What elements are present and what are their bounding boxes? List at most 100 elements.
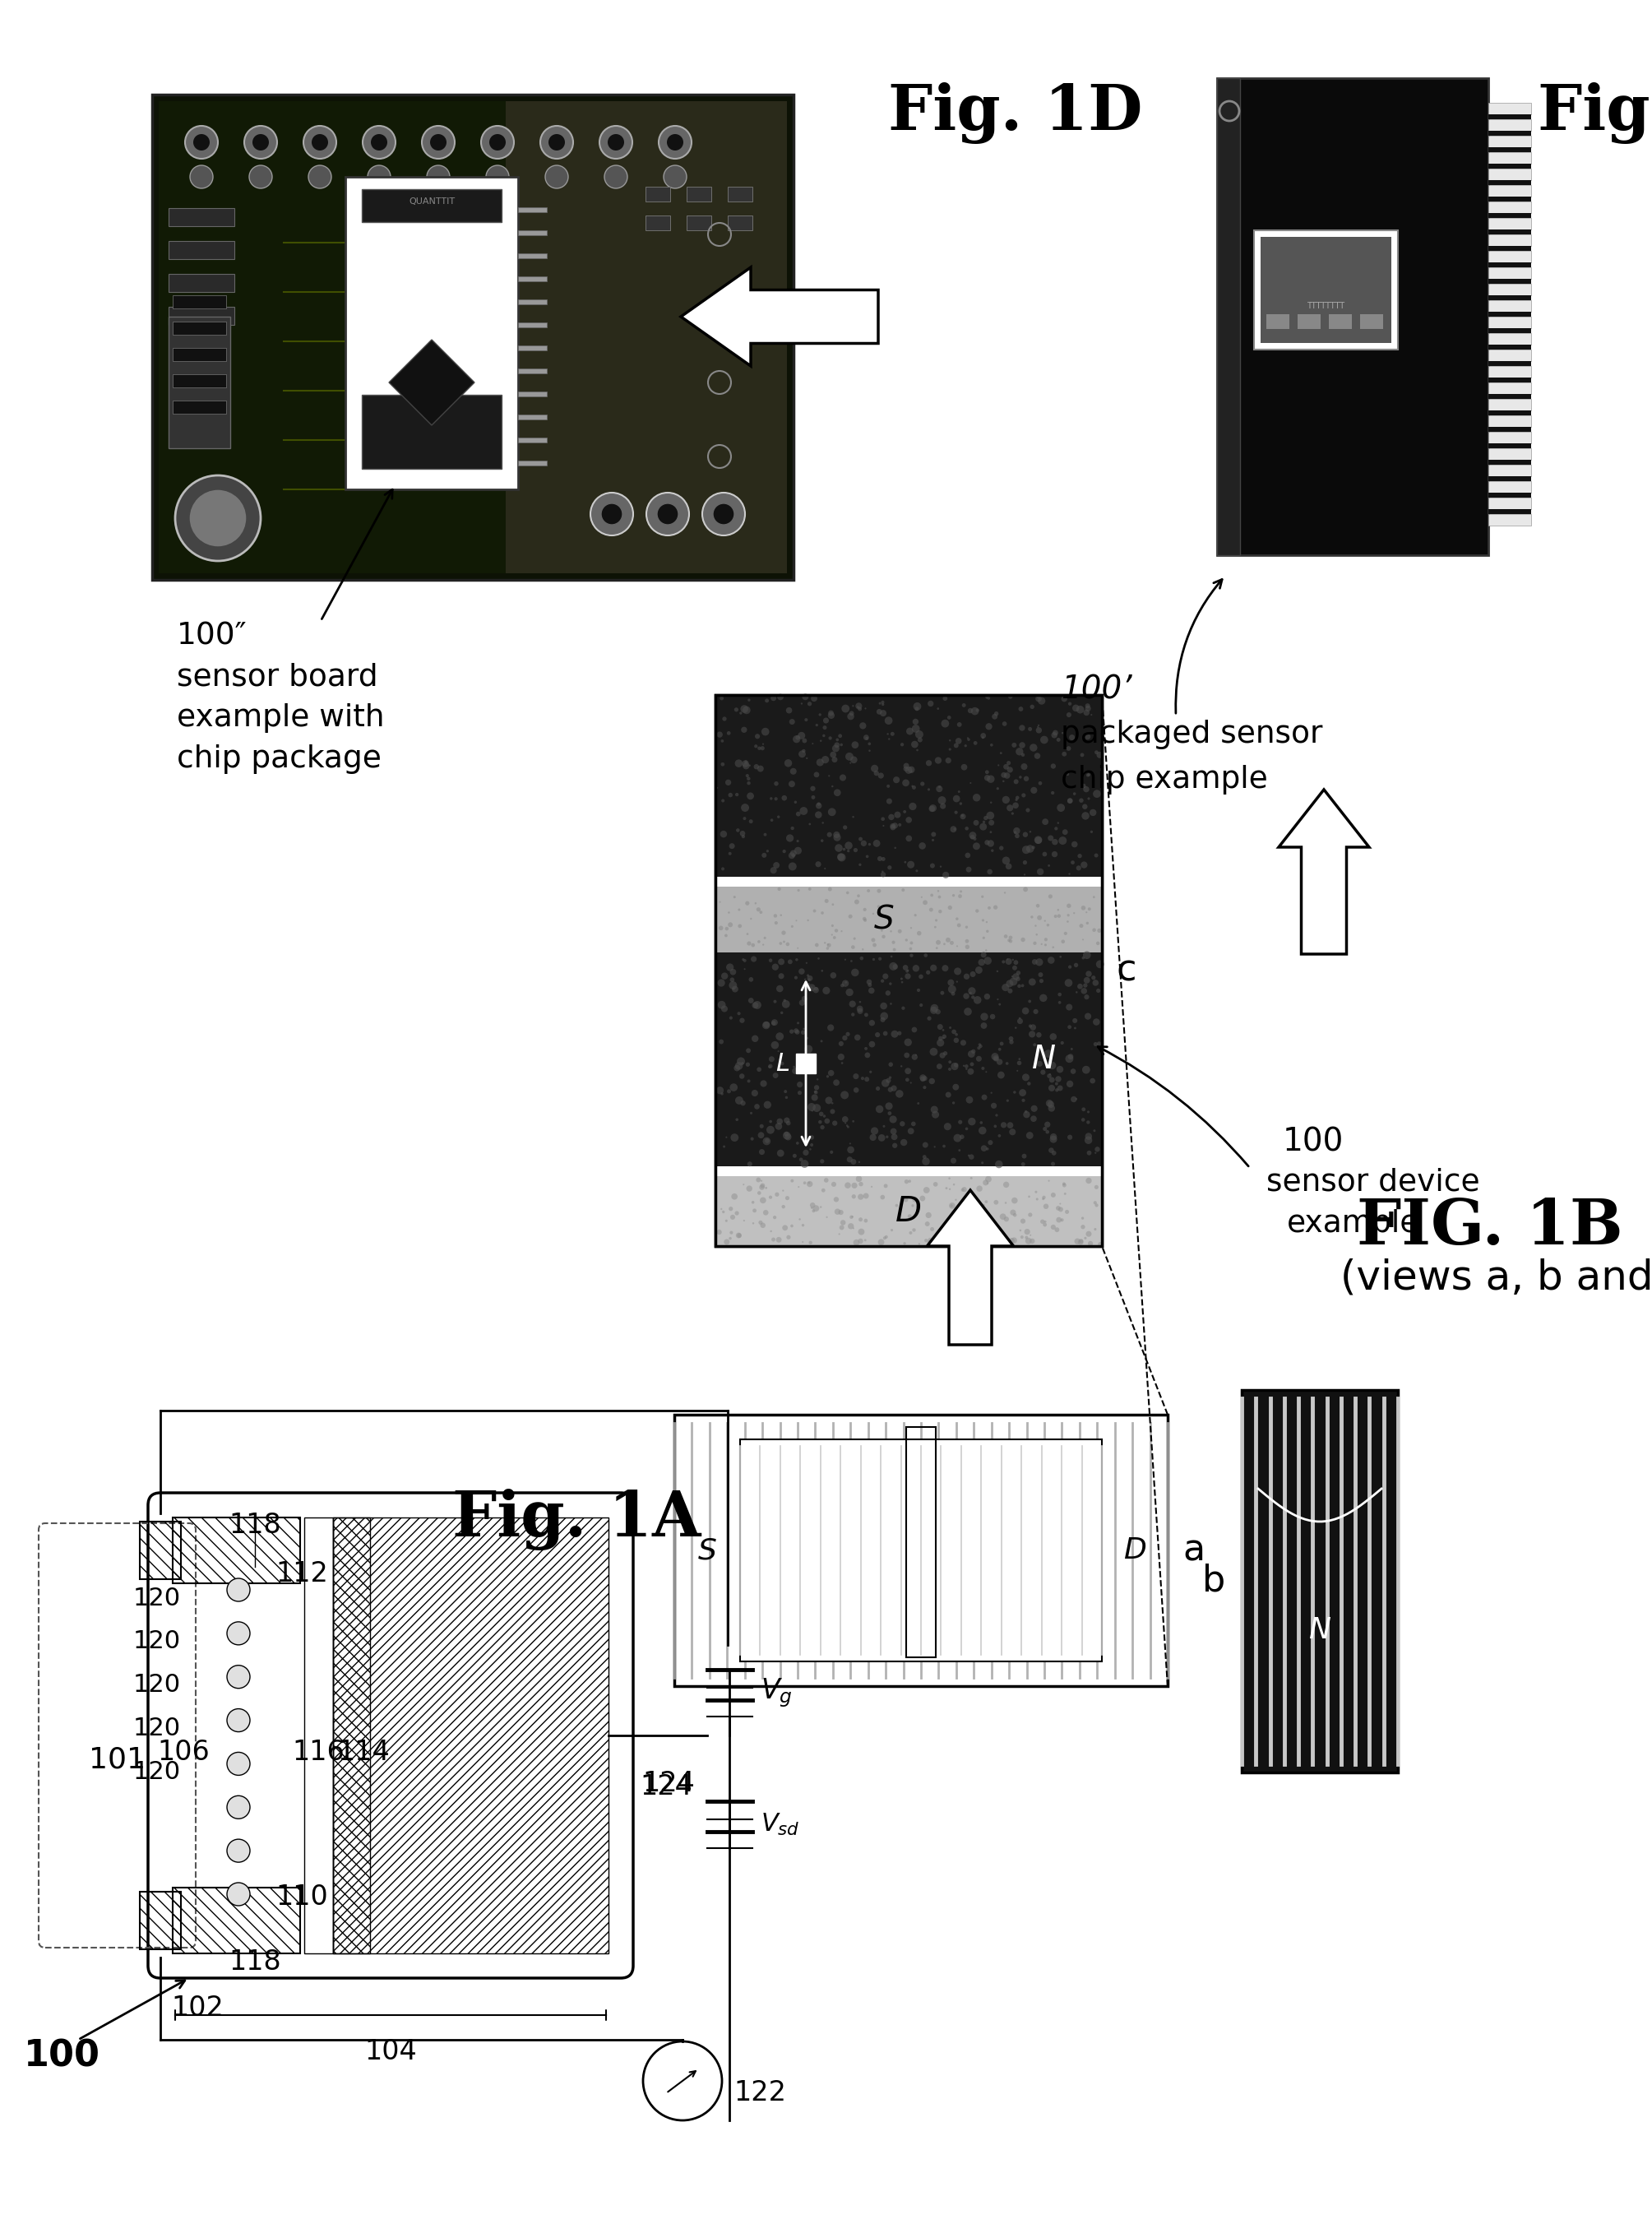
Circle shape — [1087, 798, 1090, 801]
Circle shape — [965, 945, 970, 950]
Text: S: S — [697, 1537, 717, 1563]
Circle shape — [869, 1021, 876, 1025]
Bar — [1488, 394, 1531, 398]
Circle shape — [894, 776, 900, 783]
Bar — [1488, 427, 1531, 431]
Circle shape — [881, 856, 885, 861]
Circle shape — [1047, 1074, 1052, 1079]
Circle shape — [808, 983, 809, 985]
Text: chip example: chip example — [1061, 765, 1267, 794]
Circle shape — [884, 1237, 887, 1239]
Circle shape — [981, 919, 985, 921]
Circle shape — [915, 870, 919, 872]
Circle shape — [719, 925, 724, 930]
Circle shape — [806, 974, 809, 976]
Circle shape — [843, 1036, 847, 1041]
Circle shape — [973, 1228, 976, 1230]
Circle shape — [798, 890, 800, 892]
Circle shape — [889, 814, 894, 821]
Circle shape — [717, 1230, 722, 1234]
Circle shape — [988, 696, 990, 701]
Circle shape — [876, 1085, 881, 1090]
Circle shape — [781, 796, 786, 801]
Circle shape — [877, 772, 884, 778]
Bar — [1488, 229, 1531, 234]
Circle shape — [910, 941, 914, 945]
Circle shape — [952, 1063, 958, 1070]
Circle shape — [783, 1116, 790, 1123]
Circle shape — [1037, 867, 1044, 876]
Circle shape — [1018, 707, 1023, 712]
Circle shape — [1023, 887, 1028, 892]
Circle shape — [892, 941, 895, 943]
Circle shape — [998, 1230, 999, 1232]
Circle shape — [882, 974, 889, 979]
Circle shape — [1013, 965, 1018, 970]
Circle shape — [1021, 983, 1024, 987]
Circle shape — [800, 807, 808, 814]
Circle shape — [1036, 959, 1042, 965]
Circle shape — [871, 1128, 879, 1134]
Circle shape — [965, 852, 970, 858]
Circle shape — [937, 1023, 943, 1030]
Circle shape — [902, 1007, 905, 1010]
Circle shape — [1019, 1090, 1026, 1096]
Circle shape — [857, 1239, 864, 1243]
Text: 114: 114 — [337, 1739, 390, 1766]
Circle shape — [1031, 1105, 1037, 1112]
Circle shape — [943, 1052, 948, 1056]
Circle shape — [1056, 1083, 1059, 1085]
Circle shape — [978, 1043, 981, 1045]
Circle shape — [999, 1041, 1004, 1045]
Circle shape — [770, 796, 773, 801]
Circle shape — [760, 1185, 765, 1190]
Circle shape — [1084, 734, 1090, 741]
Circle shape — [803, 1150, 809, 1156]
Circle shape — [978, 959, 985, 965]
Circle shape — [950, 941, 953, 945]
Circle shape — [771, 1021, 776, 1025]
Circle shape — [923, 1085, 927, 1090]
Circle shape — [1085, 1132, 1092, 1141]
Circle shape — [1070, 1048, 1072, 1050]
Circle shape — [995, 1201, 998, 1205]
Bar — [1488, 251, 1531, 262]
Circle shape — [1047, 836, 1054, 841]
Circle shape — [1036, 1032, 1041, 1039]
Text: chip package: chip package — [177, 745, 382, 774]
Circle shape — [1041, 736, 1047, 743]
Circle shape — [788, 852, 795, 858]
Circle shape — [803, 694, 808, 701]
Circle shape — [821, 838, 824, 843]
Circle shape — [988, 841, 995, 847]
Circle shape — [857, 1007, 862, 1014]
Circle shape — [1084, 1237, 1087, 1239]
Circle shape — [814, 772, 819, 778]
Bar — [1488, 180, 1531, 185]
Text: example: example — [1287, 1210, 1419, 1239]
Circle shape — [1008, 767, 1013, 772]
Circle shape — [821, 756, 829, 763]
Circle shape — [1051, 792, 1054, 794]
Circle shape — [370, 133, 387, 151]
Circle shape — [1026, 845, 1034, 852]
Bar — [715, 887, 1102, 952]
Circle shape — [757, 1176, 762, 1183]
Circle shape — [803, 738, 806, 743]
Circle shape — [922, 1076, 927, 1081]
Circle shape — [839, 743, 843, 747]
Circle shape — [783, 850, 786, 854]
Circle shape — [309, 165, 332, 189]
Circle shape — [1039, 994, 1047, 1001]
Circle shape — [816, 803, 821, 810]
Bar — [362, 396, 502, 469]
Circle shape — [874, 770, 879, 776]
Circle shape — [1084, 709, 1090, 716]
Circle shape — [367, 165, 390, 189]
Circle shape — [540, 127, 573, 158]
Circle shape — [1051, 1192, 1056, 1197]
Circle shape — [957, 923, 961, 927]
Circle shape — [1094, 1201, 1097, 1205]
Circle shape — [940, 803, 947, 810]
Circle shape — [1032, 845, 1036, 850]
